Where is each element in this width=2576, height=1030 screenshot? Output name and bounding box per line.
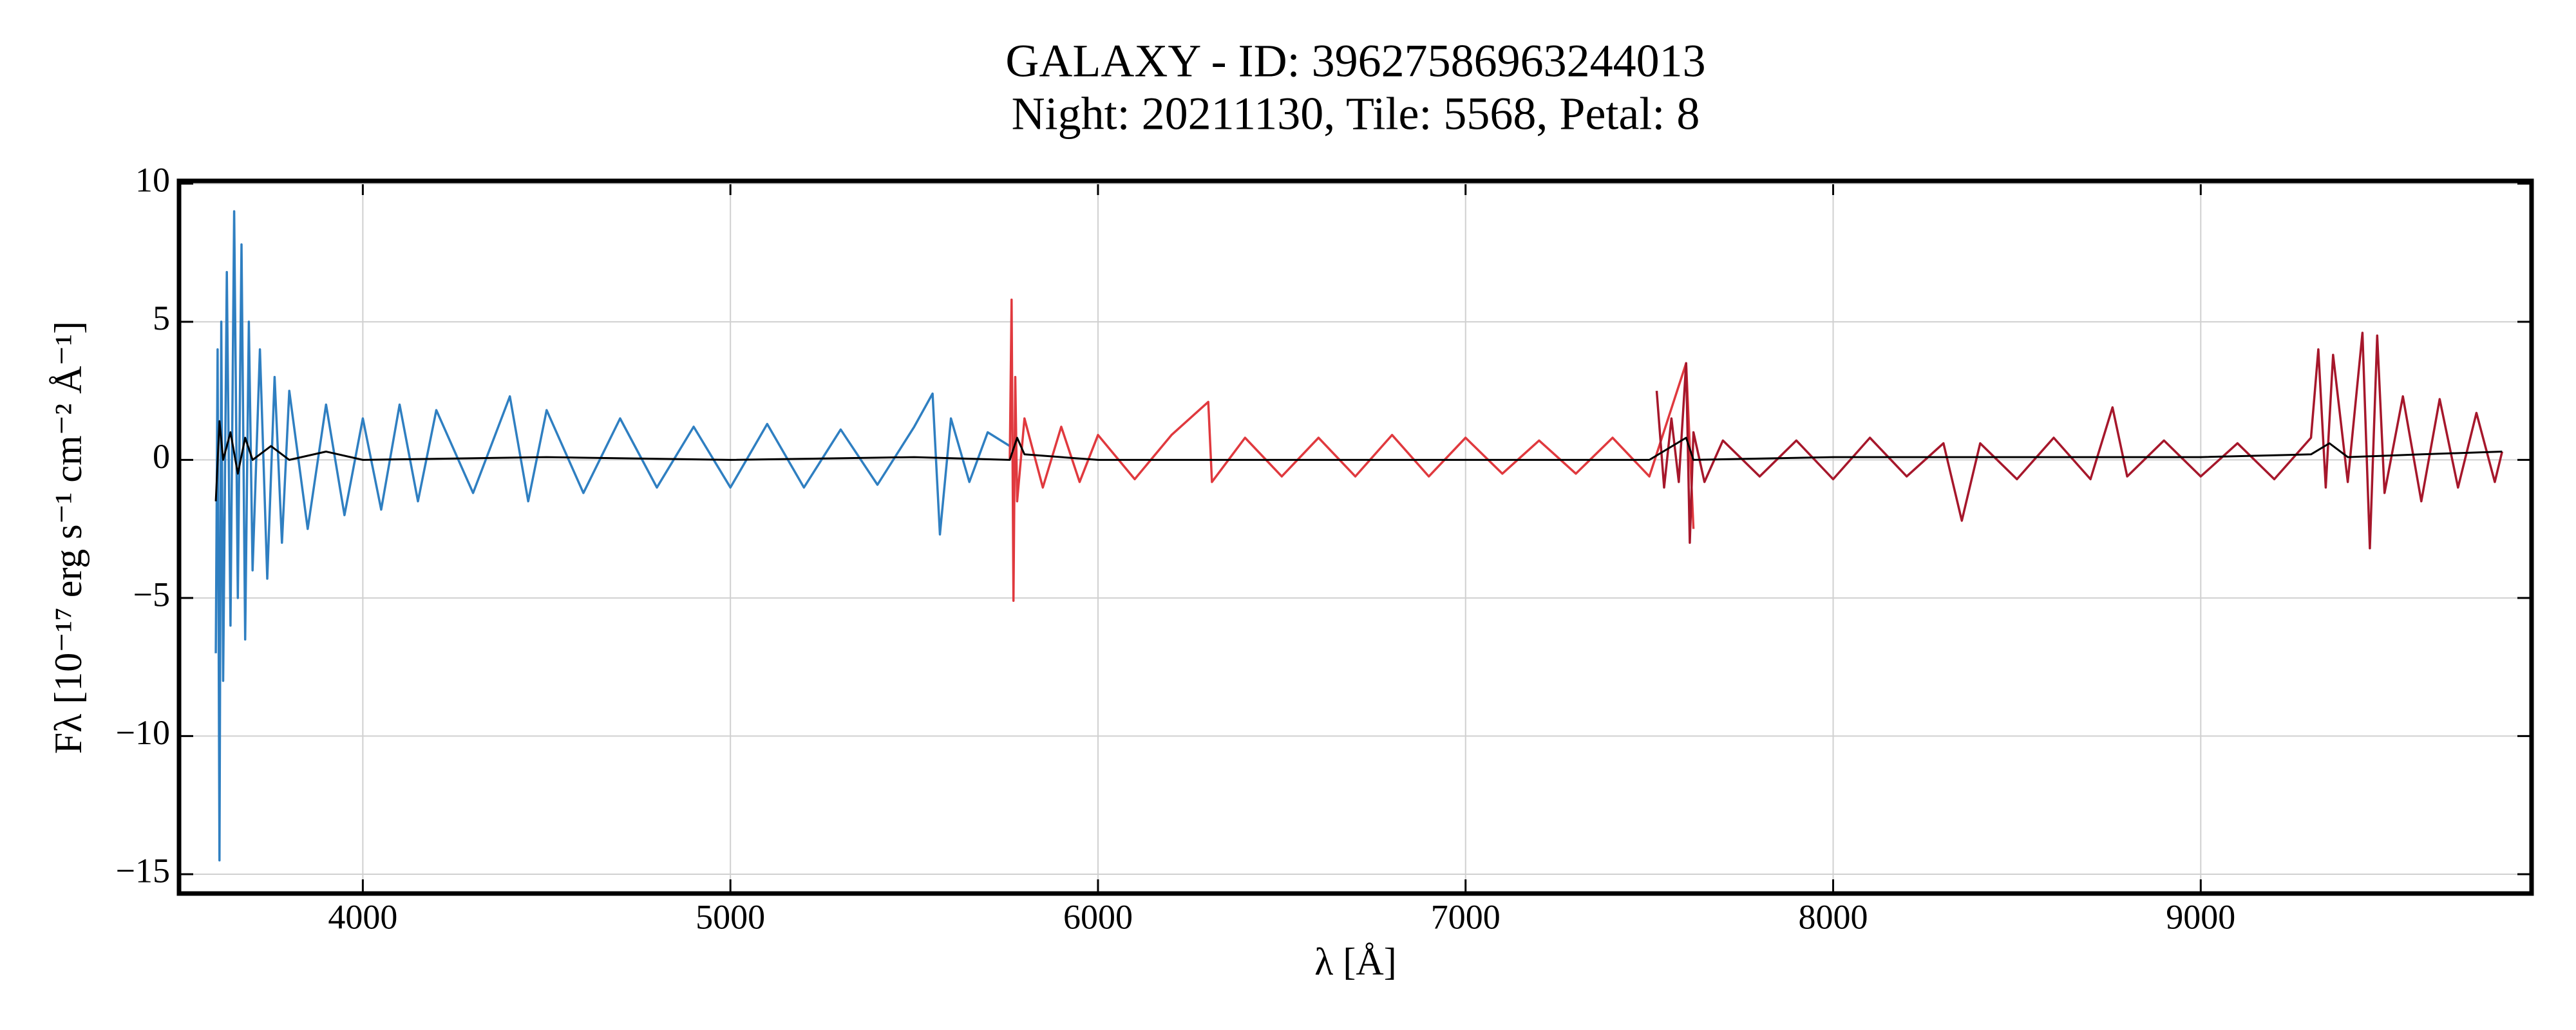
chart-title: GALAXY - ID: 39627586963244013 <box>1005 35 1705 87</box>
y-tick-label: −10 <box>116 713 170 752</box>
x-tick-label: 7000 <box>1431 897 1501 936</box>
spectrum-line <box>1655 332 2504 550</box>
spectrum-line <box>214 210 1010 862</box>
plot-frame <box>176 178 2534 896</box>
y-axis-label: Fλ [10⁻¹⁷ erg s⁻¹ cm⁻² Å⁻¹] <box>47 321 90 754</box>
x-tick-label: 5000 <box>696 897 765 936</box>
spectrum-line <box>214 420 2503 501</box>
y-tick-label: 10 <box>135 161 170 200</box>
y-tick-label: −5 <box>133 575 170 613</box>
x-tick-label: 6000 <box>1063 897 1133 936</box>
spectrum-line <box>1009 298 1695 602</box>
x-tick-label: 8000 <box>1799 897 1868 936</box>
y-tick-label: 5 <box>153 299 170 337</box>
x-tick-label: 4000 <box>328 897 397 936</box>
x-axis-label: λ [Å] <box>1314 941 1396 983</box>
x-tick-label: 9000 <box>2166 897 2235 936</box>
chart-subtitle: Night: 20211130, Tile: 5568, Petal: 8 <box>1012 88 1700 140</box>
y-tick-label: 0 <box>153 437 170 476</box>
y-tick-label: −15 <box>116 851 170 890</box>
